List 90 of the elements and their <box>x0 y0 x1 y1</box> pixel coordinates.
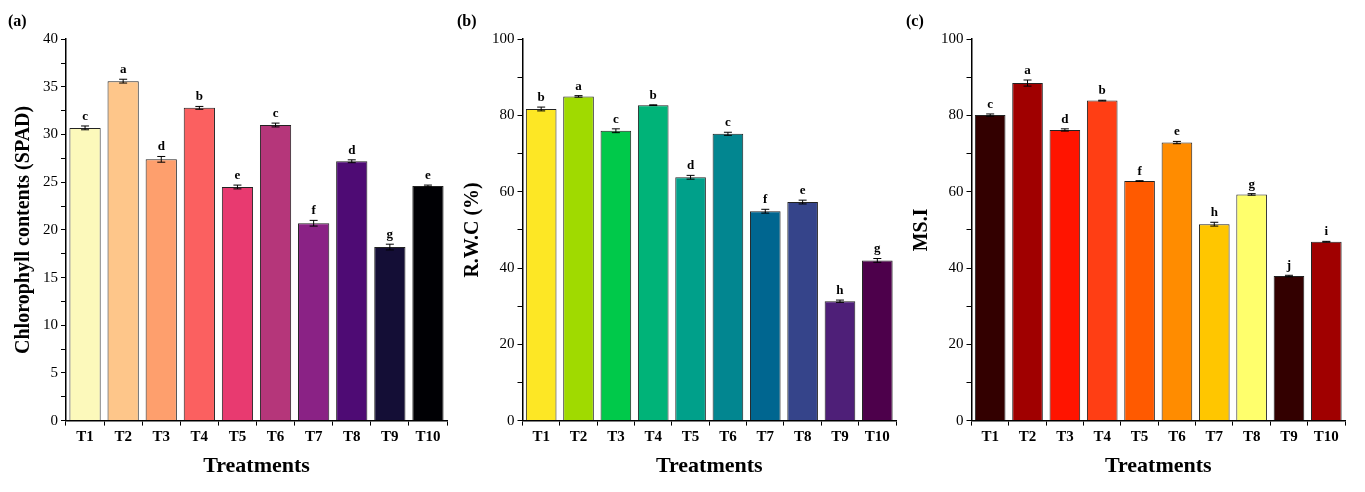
y-tick-label: 40 <box>948 258 964 275</box>
y-tick-label: 100 <box>941 30 964 47</box>
data-label: a <box>575 77 583 93</box>
data-label: f <box>763 191 769 207</box>
y-tick-label: 0 <box>956 411 964 428</box>
x-tick-label: T6 <box>1168 428 1187 445</box>
data-label: a <box>1024 61 1032 77</box>
x-tick-label: T10 <box>1313 428 1339 445</box>
data-label: a <box>119 61 127 77</box>
x-tick-label: T7 <box>1205 428 1224 445</box>
data-label: e <box>1174 123 1181 139</box>
x-tick-label: T3 <box>152 428 171 445</box>
y-tick-label: 35 <box>43 77 58 94</box>
x-tick-label: T2 <box>114 428 132 445</box>
x-tick-label: T1 <box>981 428 999 445</box>
y-tick-label: 25 <box>43 173 58 190</box>
data-label: g <box>874 240 882 256</box>
x-tick-label: T10 <box>864 428 890 445</box>
y-axis-title: MS.I <box>909 208 932 252</box>
x-tick-label: T8 <box>1242 428 1261 445</box>
y-tick-label: 20 <box>43 220 58 237</box>
x-tick-label: T5 <box>681 428 700 445</box>
y-tick-label: 80 <box>948 106 964 123</box>
data-label: c <box>987 95 994 111</box>
y-axis-title: R.W.C (%) <box>460 182 484 278</box>
chart-title: (a) <box>8 11 27 30</box>
data-label: e <box>425 166 432 182</box>
x-tick-label: T6 <box>266 428 285 445</box>
x-tick-label: T1 <box>532 428 550 445</box>
x-tick-label: T2 <box>1018 428 1037 445</box>
y-tick-label: 30 <box>43 125 58 142</box>
x-axis-title: Treatments <box>655 452 764 478</box>
data-label: b <box>649 86 657 102</box>
x-tick-label: T4 <box>190 428 209 445</box>
data-label: f <box>1137 162 1143 178</box>
x-tick-label: T8 <box>342 428 361 445</box>
data-label: g <box>386 226 394 242</box>
y-tick-label: 20 <box>499 335 515 352</box>
x-tick-label: T3 <box>607 428 625 445</box>
data-label: j <box>1285 257 1292 273</box>
x-tick-label: T7 <box>304 428 323 445</box>
x-tick-label: T7 <box>756 428 775 445</box>
data-label: e <box>799 182 806 198</box>
x-tick-label: T1 <box>76 428 94 445</box>
chart-title: (c) <box>906 11 924 30</box>
y-tick-label: 80 <box>499 106 515 123</box>
data-label: b <box>195 88 203 104</box>
x-tick-label: T9 <box>381 428 399 445</box>
x-tick-label: T4 <box>1093 428 1112 445</box>
y-tick-label: 60 <box>499 182 515 199</box>
x-tick-label: T5 <box>228 428 247 445</box>
x-axis-title: Treatments <box>203 452 311 478</box>
data-label: g <box>1248 175 1256 191</box>
data-label: d <box>1061 110 1070 126</box>
data-label: c <box>82 107 89 123</box>
data-label: h <box>1210 204 1219 220</box>
x-tick-label: T5 <box>1130 428 1149 445</box>
y-tick-label: 40 <box>43 30 58 47</box>
x-tick-label: T2 <box>569 428 588 445</box>
y-tick-label: 0 <box>50 411 58 428</box>
y-tick-label: 40 <box>499 258 515 275</box>
y-tick-label: 0 <box>507 411 515 428</box>
x-tick-label: T3 <box>1056 428 1074 445</box>
y-tick-label: 15 <box>43 268 58 285</box>
data-label: d <box>686 157 695 173</box>
data-label: f <box>311 202 317 218</box>
data-label: c <box>272 104 279 120</box>
data-label: b <box>537 88 545 104</box>
x-tick-label: T4 <box>644 428 663 445</box>
data-label: d <box>157 138 166 154</box>
chart-title: (b) <box>457 11 477 30</box>
y-tick-label: 5 <box>50 363 58 380</box>
data-label: b <box>1098 82 1106 98</box>
y-axis-title: Chlorophyll contents (SPAD) <box>11 105 35 354</box>
data-label: d <box>348 141 357 157</box>
x-tick-label: T6 <box>719 428 738 445</box>
data-label: c <box>612 110 619 126</box>
x-tick-label: T10 <box>415 428 441 445</box>
y-tick-label: 60 <box>948 182 964 199</box>
x-tick-label: T9 <box>1280 428 1298 445</box>
data-label: e <box>234 166 241 182</box>
y-tick-label: 20 <box>948 335 964 352</box>
data-label: i <box>1324 223 1329 239</box>
y-tick-label: 100 <box>492 30 515 47</box>
x-tick-label: T9 <box>831 428 849 445</box>
x-tick-label: T8 <box>793 428 812 445</box>
data-label: h <box>836 281 845 297</box>
data-label: c <box>725 114 732 130</box>
x-axis-title: Treatments <box>1104 452 1213 478</box>
y-tick-label: 10 <box>43 316 58 333</box>
